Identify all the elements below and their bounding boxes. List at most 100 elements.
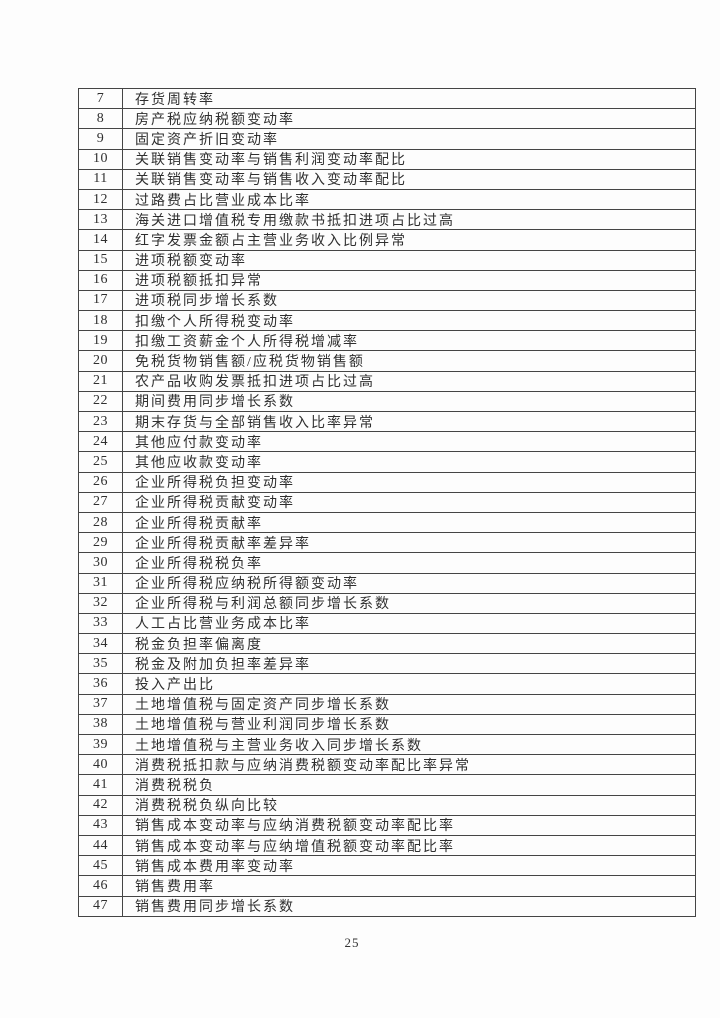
- row-label-cell: 进项税同步增长系数: [135, 294, 279, 310]
- row-label-cell: 企业所得税贡献变动率: [135, 496, 295, 512]
- row-label-cell: 固定资产折旧变动率: [135, 132, 279, 148]
- table-row: 16 进项税额抵扣异常: [79, 269, 695, 290]
- table-row: 11 关联销售变动率与销售收入变动率配比: [79, 168, 695, 189]
- table-row: 28 企业所得税贡献率: [79, 511, 695, 533]
- row-number-cell: 29: [79, 533, 123, 553]
- row-number-cell: 35: [79, 654, 123, 674]
- page-number: 25: [344, 935, 360, 950]
- row-number-cell: 47: [79, 896, 123, 916]
- table-row: 45 销售成本费用率变动率: [79, 855, 695, 876]
- table-row: 44 销售成本变动率与应纳增值税额变动率配比率: [79, 834, 695, 856]
- row-label-cell: 税金负担率偏离度: [135, 637, 263, 653]
- table-row: 12 过路费占比营业成本比率: [79, 188, 695, 210]
- row-number-cell: 41: [79, 775, 123, 795]
- table-row: 42 消费税税负纵向比较: [79, 794, 695, 815]
- row-label-cell: 消费税税负: [135, 778, 215, 794]
- row-number-cell: 18: [79, 311, 123, 331]
- table-row: 20 免税货物销售额/应税货物销售额: [79, 350, 695, 371]
- row-number-cell: 25: [79, 452, 123, 472]
- row-label-cell: 其他应收款变动率: [135, 455, 263, 471]
- table-row: 46 销售费用率: [79, 875, 695, 896]
- table-row: 40 消费税抵扣款与应纳消费税额变动率配比率异常: [79, 754, 695, 775]
- row-number-cell: 15: [79, 250, 123, 270]
- row-number-cell: 34: [79, 634, 123, 654]
- row-number-cell: 46: [79, 876, 123, 896]
- table-row: 9 固定资产折旧变动率: [79, 128, 695, 149]
- row-number-cell: 37: [79, 694, 123, 714]
- row-number-cell: 13: [79, 210, 123, 230]
- row-number-cell: 16: [79, 270, 123, 290]
- row-number-cell: 39: [79, 735, 123, 755]
- row-number-cell: 30: [79, 553, 123, 573]
- table-row: 7 存货周转率: [79, 89, 695, 109]
- row-label-cell: 存货周转率: [135, 92, 215, 108]
- row-label-cell: 扣缴个人所得税变动率: [135, 314, 295, 330]
- row-label-cell: 土地增值税与固定资产同步增长系数: [135, 698, 391, 714]
- row-label-cell: 进项税额抵扣异常: [135, 274, 263, 290]
- row-number-cell: 19: [79, 331, 123, 351]
- table-row: 30 企业所得税税负率: [79, 552, 695, 573]
- row-number-cell: 17: [79, 290, 123, 311]
- table-row: 39 土地增值税与主营业务收入同步增长系数: [79, 734, 695, 755]
- row-label-cell: 企业所得税与利润总额同步增长系数: [135, 597, 391, 613]
- row-number-cell: 36: [79, 674, 123, 694]
- table-row: 27 企业所得税贡献变动率: [79, 491, 695, 512]
- row-label-cell: 关联销售变动率与销售收入变动率配比: [135, 173, 407, 189]
- row-label-cell: 消费税抵扣款与应纳消费税额变动率配比率异常: [135, 758, 471, 774]
- row-label-cell: 红字发票金额占主营业务收入比例异常: [135, 233, 407, 249]
- row-label-cell: 土地增值税与营业利润同步增长系数: [135, 718, 391, 734]
- row-number-cell: 33: [79, 613, 123, 634]
- row-number-cell: 32: [79, 593, 123, 613]
- row-number-cell: 42: [79, 795, 123, 815]
- table-row: 24 其他应付款变动率: [79, 431, 695, 452]
- row-number-cell: 44: [79, 835, 123, 856]
- row-label-cell: 人工占比营业务成本比率: [135, 617, 311, 633]
- table-row: 41 消费税税负: [79, 774, 695, 795]
- row-number-cell: 31: [79, 573, 123, 593]
- row-label-cell: 房产税应纳税额变动率: [135, 112, 295, 128]
- table-row: 43 销售成本变动率与应纳消费税额变动率配比率: [79, 814, 695, 835]
- row-number-cell: 23: [79, 412, 123, 432]
- row-number-cell: 8: [79, 109, 123, 129]
- row-number-cell: 9: [79, 129, 123, 149]
- row-number-cell: 7: [79, 89, 123, 109]
- table-row: 36 投入产出比: [79, 673, 695, 694]
- row-label-cell: 土地增值税与主营业务收入同步增长系数: [135, 738, 423, 754]
- table-row: 8 房产税应纳税额变动率: [79, 108, 695, 129]
- table-row: 19 扣缴工资薪金个人所得税增减率: [79, 330, 695, 351]
- indicator-table: 7 存货周转率 8 房产税应纳税额变动率 9 固定资产折旧变动率 10 关联销售…: [78, 88, 696, 917]
- row-label-cell: 销售成本变动率与应纳增值税额变动率配比率: [135, 839, 455, 855]
- row-label-cell: 企业所得税税负率: [135, 556, 263, 572]
- row-number-cell: 12: [79, 189, 123, 210]
- row-label-cell: 企业所得税贡献率差异率: [135, 536, 311, 552]
- row-label-cell: 销售费用率: [135, 879, 215, 895]
- table-row: 32 企业所得税与利润总额同步增长系数: [79, 592, 695, 613]
- row-label-cell: 销售费用同步增长系数: [135, 900, 295, 916]
- table-row: 15 进项税额变动率: [79, 249, 695, 270]
- row-number-cell: 26: [79, 472, 123, 492]
- table-row: 17 进项税同步增长系数: [79, 289, 695, 311]
- row-label-cell: 企业所得税贡献率: [135, 516, 263, 532]
- row-label-cell: 扣缴工资薪金个人所得税增减率: [135, 334, 359, 350]
- row-number-cell: 40: [79, 755, 123, 775]
- table-row: 13 海关进口增值税专用缴款书抵扣进项占比过高: [79, 209, 695, 230]
- row-label-cell: 过路费占比营业成本比率: [135, 193, 311, 209]
- row-label-cell: 期间费用同步增长系数: [135, 395, 295, 411]
- table-row: 23 期末存货与全部销售收入比率异常: [79, 411, 695, 432]
- row-number-cell: 11: [79, 169, 123, 189]
- row-number-cell: 10: [79, 149, 123, 169]
- table-row: 18 扣缴个人所得税变动率: [79, 310, 695, 331]
- row-number-cell: 14: [79, 230, 123, 250]
- row-label-cell: 销售成本费用率变动率: [135, 859, 295, 875]
- table-row: 25 其他应收款变动率: [79, 451, 695, 472]
- table-row: 14 红字发票金额占主营业务收入比例异常: [79, 229, 695, 250]
- row-number-cell: 22: [79, 391, 123, 411]
- table-row: 22 期间费用同步增长系数: [79, 390, 695, 411]
- row-label-cell: 海关进口增值税专用缴款书抵扣进项占比过高: [135, 213, 455, 229]
- row-number-cell: 21: [79, 371, 123, 391]
- table-row: 10 关联销售变动率与销售利润变动率配比: [79, 148, 695, 169]
- row-number-cell: 24: [79, 432, 123, 452]
- table-row: 26 企业所得税负担变动率: [79, 471, 695, 492]
- row-label-cell: 期末存货与全部销售收入比率异常: [135, 415, 375, 431]
